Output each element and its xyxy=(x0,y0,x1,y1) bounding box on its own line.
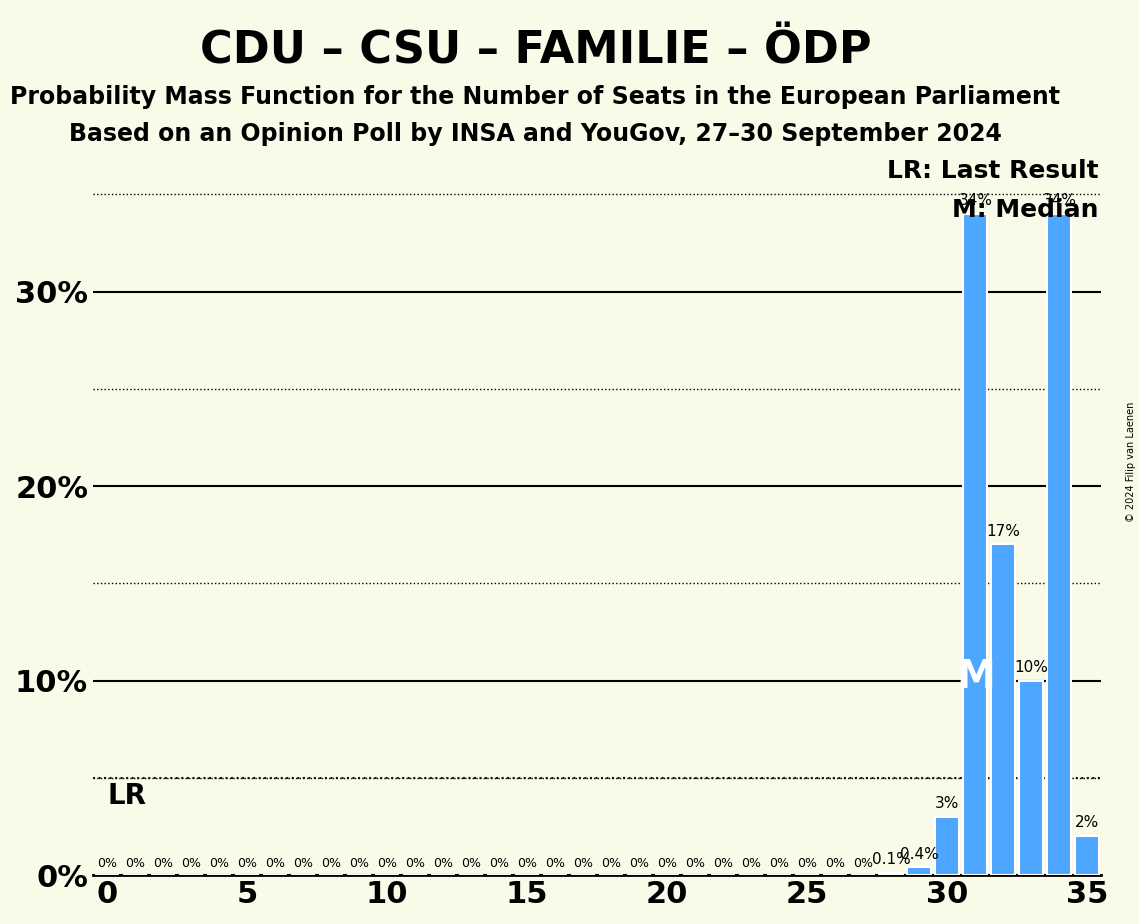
Text: 0%: 0% xyxy=(686,857,705,870)
Text: 0%: 0% xyxy=(377,857,398,870)
Text: 3%: 3% xyxy=(935,796,959,811)
Text: CDU – CSU – FAMILIE – ÖDP: CDU – CSU – FAMILIE – ÖDP xyxy=(199,30,871,73)
Text: 0%: 0% xyxy=(713,857,734,870)
Text: 0%: 0% xyxy=(853,857,874,870)
Text: M: Median: M: Median xyxy=(952,199,1099,223)
Bar xyxy=(964,213,988,875)
Text: 2%: 2% xyxy=(1075,815,1099,831)
Text: 10%: 10% xyxy=(1015,660,1048,675)
Text: LR: Last Result: LR: Last Result xyxy=(887,159,1099,183)
Text: Based on an Opinion Poll by INSA and YouGov, 27–30 September 2024: Based on an Opinion Poll by INSA and You… xyxy=(68,122,1002,146)
Text: 34%: 34% xyxy=(1042,193,1076,208)
Text: 0%: 0% xyxy=(741,857,761,870)
Bar xyxy=(1019,681,1043,875)
Bar xyxy=(1048,213,1072,875)
Text: M: M xyxy=(956,658,994,696)
Text: 0%: 0% xyxy=(265,857,285,870)
Text: 17%: 17% xyxy=(986,524,1021,539)
Text: 0%: 0% xyxy=(210,857,229,870)
Text: 0%: 0% xyxy=(405,857,425,870)
Text: 0%: 0% xyxy=(601,857,621,870)
Bar xyxy=(1075,836,1099,875)
Text: 0%: 0% xyxy=(489,857,509,870)
Text: 0%: 0% xyxy=(433,857,453,870)
Text: 0%: 0% xyxy=(517,857,538,870)
Text: 0.1%: 0.1% xyxy=(872,852,911,868)
Text: © 2024 Filip van Laenen: © 2024 Filip van Laenen xyxy=(1126,402,1136,522)
Text: 0%: 0% xyxy=(181,857,200,870)
Text: 0%: 0% xyxy=(826,857,845,870)
Text: 0%: 0% xyxy=(657,857,678,870)
Text: 0%: 0% xyxy=(797,857,818,870)
Text: 0%: 0% xyxy=(629,857,649,870)
Text: 0%: 0% xyxy=(237,857,257,870)
Text: 0%: 0% xyxy=(321,857,341,870)
Text: 0%: 0% xyxy=(153,857,173,870)
Text: 0%: 0% xyxy=(125,857,145,870)
Text: 0%: 0% xyxy=(461,857,481,870)
Bar xyxy=(935,817,959,875)
Bar xyxy=(991,544,1015,875)
Text: 0%: 0% xyxy=(573,857,593,870)
Text: Probability Mass Function for the Number of Seats in the European Parliament: Probability Mass Function for the Number… xyxy=(10,85,1060,109)
Text: 0.4%: 0.4% xyxy=(900,846,939,861)
Text: 0%: 0% xyxy=(293,857,313,870)
Text: 0%: 0% xyxy=(769,857,789,870)
Text: 34%: 34% xyxy=(958,193,992,208)
Text: 0%: 0% xyxy=(546,857,565,870)
Text: 0%: 0% xyxy=(97,857,117,870)
Text: LR: LR xyxy=(107,782,147,809)
Bar xyxy=(879,873,903,875)
Bar xyxy=(908,868,932,875)
Text: 0%: 0% xyxy=(349,857,369,870)
